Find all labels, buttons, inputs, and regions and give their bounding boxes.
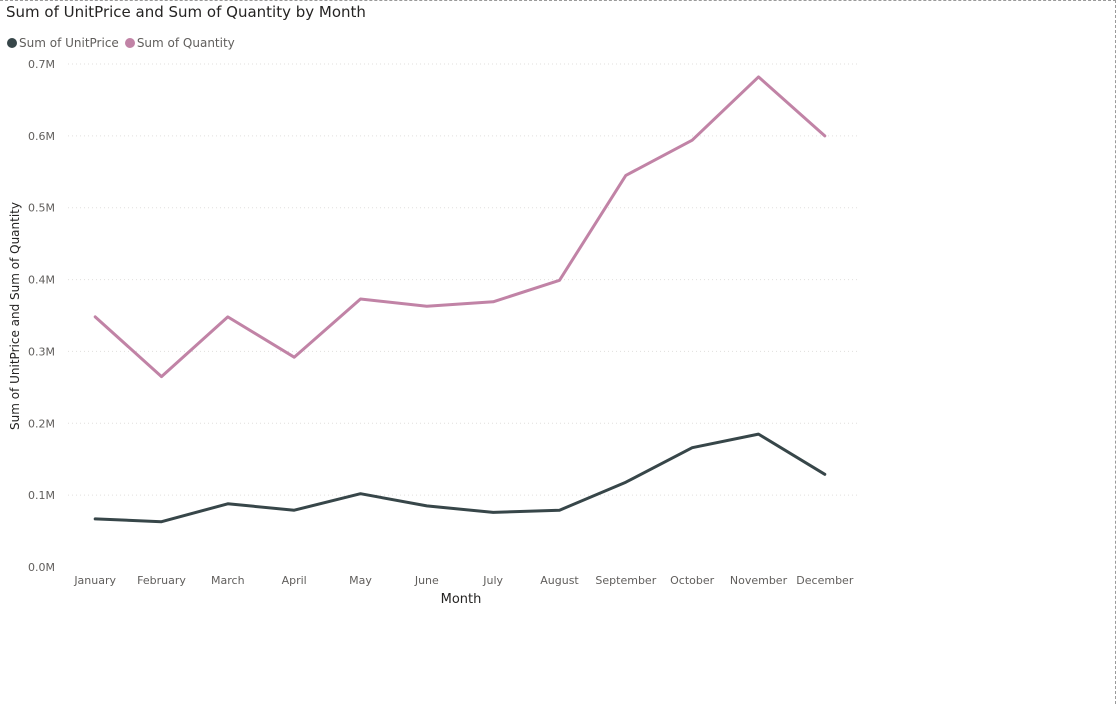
y-tick-label: 0.2M [28, 417, 55, 430]
y-axis-title: Sum of UnitPrice and Sum of Quantity [8, 202, 22, 430]
data-point[interactable] [755, 430, 763, 438]
data-point[interactable] [357, 490, 365, 498]
data-point[interactable] [622, 478, 630, 486]
x-tick-label: August [540, 574, 579, 587]
x-tick-label: September [595, 574, 656, 587]
gridlines [68, 63, 858, 496]
legend-marker-quantity-icon [124, 38, 135, 48]
data-point[interactable] [91, 313, 99, 321]
x-tick-label: October [670, 574, 714, 587]
data-point[interactable] [489, 508, 497, 516]
x-axis-ticks: January February March April May June July Augu… [73, 574, 854, 587]
x-axis-title: Month [441, 592, 482, 607]
data-point[interactable] [224, 500, 232, 508]
x-tick-label: January [73, 574, 116, 587]
data-point[interactable] [688, 444, 696, 452]
legend-item-quantity[interactable]: Sum of Quantity [124, 36, 235, 50]
series-lines [91, 73, 829, 526]
y-tick-label: 0.6M [28, 130, 55, 143]
y-tick-label: 0.1M [28, 489, 55, 502]
data-point[interactable] [821, 470, 829, 478]
legend-item-unitprice[interactable]: Sum of UnitPrice [7, 36, 119, 50]
y-tick-label: 0.4M [28, 274, 55, 287]
data-point[interactable] [489, 298, 497, 306]
data-point[interactable] [290, 353, 298, 361]
data-point[interactable] [423, 302, 431, 310]
data-point[interactable] [755, 73, 763, 81]
x-tick-label: February [137, 574, 186, 587]
data-point[interactable] [158, 518, 166, 526]
data-point[interactable] [423, 502, 431, 510]
y-tick-label: 0.7M [28, 58, 55, 71]
data-point[interactable] [290, 506, 298, 514]
data-point[interactable] [688, 136, 696, 144]
data-point[interactable] [556, 276, 564, 284]
x-tick-label: July [482, 574, 503, 587]
series-line-0[interactable] [93, 432, 827, 524]
series-line-1[interactable] [93, 75, 827, 379]
x-tick-label: November [730, 574, 788, 587]
y-axis-ticks: 0.0M 0.1M 0.2M 0.3M 0.4M 0.5M 0.6M 0.7M [28, 58, 55, 574]
y-tick-label: 0.0M [28, 561, 55, 574]
data-point[interactable] [158, 373, 166, 381]
chart-legend: Sum of UnitPrice Sum of Quantity [7, 34, 241, 52]
data-point[interactable] [91, 515, 99, 523]
data-point[interactable] [622, 171, 630, 179]
legend-label-unitprice: Sum of UnitPrice [19, 36, 119, 50]
chart-title: Sum of UnitPrice and Sum of Quantity by … [6, 3, 366, 21]
data-point[interactable] [224, 313, 232, 321]
x-tick-label: June [414, 574, 439, 587]
legend-label-quantity: Sum of Quantity [136, 36, 235, 50]
data-point[interactable] [357, 295, 365, 303]
x-tick-label: December [796, 574, 854, 587]
legend-marker-unitprice-icon [7, 38, 17, 48]
x-tick-label: May [349, 574, 372, 587]
data-point[interactable] [821, 132, 829, 140]
y-tick-label: 0.3M [28, 345, 55, 358]
x-tick-label: April [282, 574, 307, 587]
y-tick-label: 0.5M [28, 202, 55, 215]
x-tick-label: March [211, 574, 245, 587]
data-point[interactable] [556, 506, 564, 514]
